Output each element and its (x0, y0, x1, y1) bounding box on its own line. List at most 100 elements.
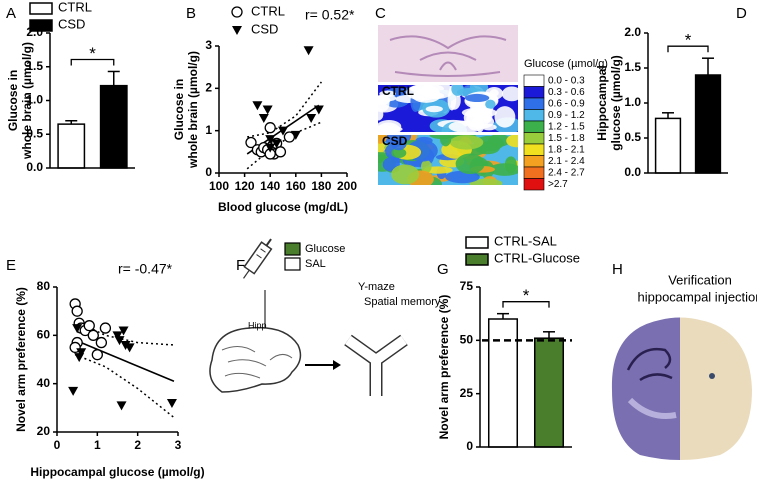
y-axis-label: whole brain (µmol/g) (186, 51, 200, 169)
confidence-band (246, 121, 322, 170)
point (74, 353, 85, 363)
heatmap-patch (439, 135, 452, 147)
nissl-half (611, 317, 680, 460)
y-tick-label: 0.0 (624, 165, 641, 179)
scale-label: 0.3 - 0.6 (548, 87, 585, 98)
scale-label: 1.2 - 1.5 (548, 122, 585, 133)
point (306, 113, 317, 123)
y-tick-label: 50 (460, 333, 474, 347)
scale-swatch (523, 109, 545, 122)
legend-swatch (29, 19, 53, 32)
hippocampus-stain (626, 347, 673, 382)
caption: hippocampal injection (637, 289, 757, 304)
scale-swatch (523, 155, 545, 168)
panel-letter: H (612, 261, 623, 278)
scale-swatch (523, 166, 545, 179)
y-tick-label: 80 (37, 279, 51, 293)
legend-label: CTRL (58, 0, 92, 14)
confidence-band (74, 353, 175, 419)
heatmap-patch (485, 87, 504, 100)
heatmap-patch (494, 106, 516, 128)
legend-label: CSD (251, 21, 278, 36)
y-tick-label: 2.0 (624, 25, 641, 39)
point (83, 320, 95, 332)
point (76, 348, 87, 358)
legend-swatch (465, 236, 489, 249)
bar (99, 84, 128, 169)
point (313, 105, 324, 115)
scale-swatch (523, 97, 545, 110)
y-tick-label: 2 (205, 81, 212, 95)
brain-outline (209, 326, 302, 393)
x-axis-label: Hippocampal glucose (µmol/g) (30, 465, 204, 479)
significance-label: * (523, 286, 530, 305)
y-tick-label: 60 (37, 328, 51, 342)
legend-swatch (284, 257, 301, 271)
point (71, 305, 83, 317)
arrow-head (333, 360, 341, 370)
brain-folds (221, 346, 293, 379)
heatmap-row-label: CTRL (382, 84, 414, 98)
heatmap-patch (464, 93, 490, 103)
point (124, 343, 135, 353)
scale-label: 0.0 - 0.3 (548, 76, 585, 87)
significance-bracket (667, 45, 709, 53)
point (114, 336, 125, 346)
scale-swatch (523, 86, 545, 99)
heatmap-patch (390, 136, 407, 151)
histology-detail (389, 35, 507, 77)
y-tick-label: 25 (460, 386, 474, 400)
x-tick-label: 180 (311, 179, 331, 193)
heatmap-patch (421, 159, 432, 174)
point (303, 46, 314, 56)
confidence-band (247, 81, 322, 138)
y-axis-label: Novel arm preference (%) (437, 295, 451, 440)
bar (533, 337, 565, 448)
task-label: Spatial memory (364, 296, 441, 308)
scale-label: 2.4 - 2.7 (548, 168, 585, 179)
point (87, 329, 99, 341)
point (274, 146, 287, 158)
point (95, 336, 108, 349)
scale-label: 1.8 - 2.1 (548, 145, 585, 156)
scale-swatch (523, 132, 545, 145)
point (91, 349, 103, 361)
bar (654, 117, 682, 174)
legend-label: Glucose (305, 243, 345, 255)
panel-letter: B (186, 5, 196, 22)
point (112, 331, 123, 341)
heatmap-patch (391, 148, 407, 158)
point (252, 101, 263, 111)
scale-swatch (523, 120, 545, 133)
y-tick-label: 1.0 (624, 95, 641, 109)
y-axis-label: Glucose in (6, 70, 20, 131)
task-label: Y-maze (358, 281, 395, 293)
legend-label: CTRL-SAL (494, 233, 557, 248)
heatmap-patch (378, 141, 386, 153)
legend-label: SAL (305, 258, 326, 270)
x-axis-label: Blood glucose (mg/dL) (218, 200, 348, 214)
point (245, 136, 257, 149)
point (271, 139, 282, 149)
ctrl-heatmap (378, 85, 518, 132)
y-tick-label: 0 (205, 165, 212, 179)
y-tick-label: 1.5 (26, 59, 43, 73)
y-tick-label: 20 (37, 424, 51, 438)
panel-letter: G (437, 261, 449, 278)
x-tick-label: 1 (94, 438, 101, 452)
heatmap-patch (469, 178, 503, 185)
point (116, 401, 127, 411)
panel-letter: A (6, 5, 16, 22)
scale-label: >2.7 (548, 179, 568, 190)
scale-swatch (523, 143, 545, 156)
point (166, 399, 177, 408)
csd-heatmap (378, 135, 518, 185)
y-tick-label: 3 (205, 38, 212, 52)
legend-swatch (29, 2, 53, 15)
fresh-half (680, 317, 752, 460)
annotation: r= 0.52* (305, 7, 355, 23)
y-tick-label: 1 (205, 123, 212, 137)
heatmap-patch (378, 95, 390, 112)
heatmap-row-label: CSD (382, 134, 408, 148)
regression-line (74, 339, 175, 382)
